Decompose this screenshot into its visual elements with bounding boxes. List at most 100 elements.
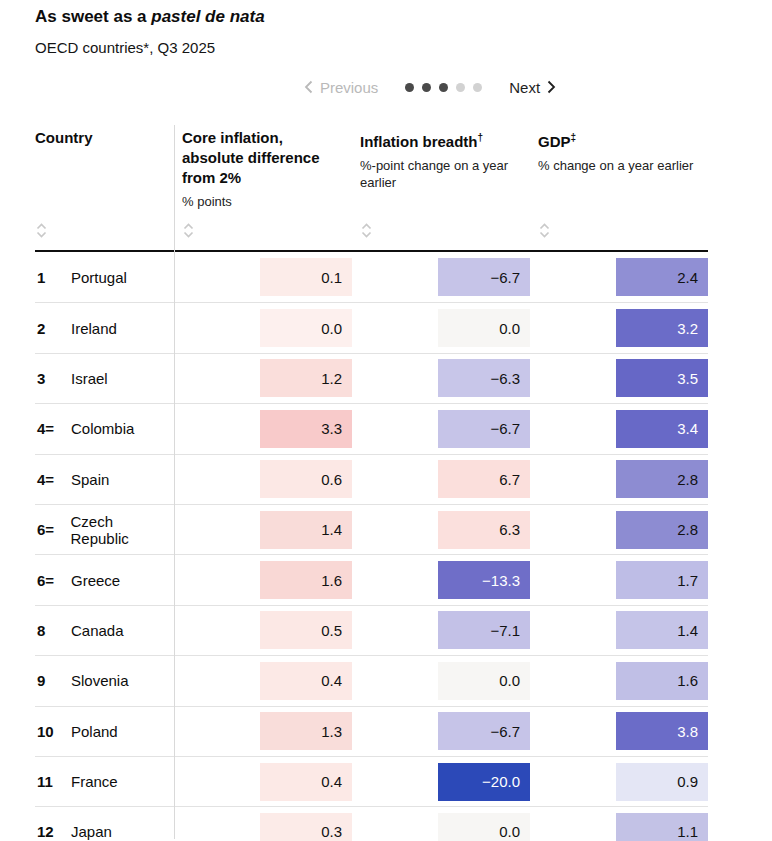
column-label: Core inflation, absolute difference from… (182, 128, 342, 188)
cell-core: 0.6 (260, 460, 352, 498)
next-button[interactable]: Next (509, 79, 556, 96)
row-rank: 11 (35, 773, 71, 790)
column-header-gdp: GDP‡ % change on a year earlier (530, 118, 708, 210)
table-row: 8 Canada 0.5 −7.1 1.4 (35, 605, 708, 655)
cell-core: 0.4 (260, 662, 352, 700)
sort-icon-gdp[interactable] (538, 221, 551, 240)
row-rank: 6= (35, 572, 71, 589)
pagination-dot[interactable] (422, 83, 431, 92)
table-row: 1 Portugal 0.1 −6.7 2.4 (35, 252, 708, 302)
cell-gdp: 1.4 (616, 611, 708, 649)
country-cell: 6= Greece (35, 572, 174, 589)
table-row: 3 Israel 1.2 −6.3 3.5 (35, 353, 708, 403)
table-row: 11 France 0.4 −20.0 0.9 (35, 756, 708, 806)
row-country: Greece (71, 572, 120, 589)
country-cell: 11 France (35, 773, 174, 790)
cell-core: 0.3 (260, 813, 352, 841)
row-rank: 8 (35, 622, 71, 639)
country-cell: 9 Slovenia (35, 672, 174, 689)
cell-breadth: 0.0 (438, 662, 530, 700)
column-label: Inflation breadth† (360, 128, 520, 152)
cell-breadth: −6.7 (438, 258, 530, 296)
table-body: 1 Portugal 0.1 −6.7 2.4 2 Ireland 0.0 0.… (35, 252, 708, 841)
cell-core: 0.5 (260, 611, 352, 649)
cell-core: 3.3 (260, 410, 352, 448)
country-cell: 4= Spain (35, 471, 174, 488)
row-rank: 1 (35, 269, 71, 286)
country-cell: 8 Canada (35, 622, 174, 639)
column-header-inflation-breadth: Inflation breadth† %-point change on a y… (352, 118, 530, 210)
row-rank: 10 (35, 723, 71, 740)
table-row: 4= Colombia 3.3 −6.7 3.4 (35, 403, 708, 453)
row-country: Canada (71, 622, 124, 639)
table-header: Country Core inflation, absolute differe… (35, 118, 708, 252)
column-sublabel: %-point change on a year earlier (360, 157, 520, 191)
page-title: As sweet as a pastel de nata (35, 6, 737, 28)
country-cell: 10 Poland (35, 723, 174, 740)
double-dagger-footnote-mark: ‡ (571, 132, 577, 143)
cell-core: 1.2 (260, 359, 352, 397)
cell-core: 0.0 (260, 309, 352, 347)
sort-icon-inflation-breadth[interactable] (360, 221, 373, 240)
row-country: Slovenia (71, 672, 129, 689)
column-header-core-inflation: Core inflation, absolute difference from… (174, 118, 352, 210)
country-cell: 1 Portugal (35, 269, 174, 286)
row-rank: 4= (35, 420, 71, 437)
previous-button[interactable]: Previous (304, 79, 378, 96)
row-rank: 3 (35, 370, 71, 387)
column-sublabel: % change on a year earlier (538, 157, 698, 174)
row-rank: 6= (35, 521, 71, 538)
row-rank: 9 (35, 672, 71, 689)
cell-gdp: 2.8 (616, 460, 708, 498)
pagination: Previous Next (44, 76, 772, 98)
cell-core: 1.3 (260, 712, 352, 750)
pagination-dots (405, 83, 482, 92)
pagination-dot[interactable] (439, 83, 448, 92)
row-country: Ireland (71, 320, 117, 337)
sort-icon-core-inflation[interactable] (182, 221, 195, 240)
column-label: GDP‡ (538, 128, 698, 152)
table-row: 6= Greece 1.6 −13.3 1.7 (35, 554, 708, 604)
cell-gdp: 3.2 (616, 309, 708, 347)
row-country: Spain (71, 471, 109, 488)
dagger-footnote-mark: † (478, 132, 484, 143)
sort-icon-country[interactable] (35, 221, 48, 240)
table-row: 2 Ireland 0.0 0.0 3.2 (35, 302, 708, 352)
table-row: 4= Spain 0.6 6.7 2.8 (35, 454, 708, 504)
country-cell: 12 Japan (35, 823, 174, 840)
country-cell: 4= Colombia (35, 420, 174, 437)
column-sublabel: % points (182, 193, 342, 210)
pagination-dot[interactable] (405, 83, 414, 92)
pagination-dot[interactable] (456, 83, 465, 92)
cell-gdp: 0.9 (616, 763, 708, 801)
cell-gdp: 1.7 (616, 561, 708, 599)
pagination-dot[interactable] (473, 83, 482, 92)
table-row: 6= Czech Republic 1.4 6.3 2.8 (35, 504, 708, 554)
cell-breadth: 0.0 (438, 309, 530, 347)
row-country: Japan (71, 823, 112, 840)
cell-gdp: 1.6 (616, 662, 708, 700)
row-rank: 2 (35, 320, 71, 337)
column-header-country: Country (35, 118, 174, 210)
chart-header: As sweet as a pastel de nata OECD countr… (0, 0, 772, 58)
chevron-right-icon (547, 80, 556, 94)
row-country: Colombia (71, 420, 134, 437)
cell-breadth: 6.7 (438, 460, 530, 498)
chevron-left-icon (304, 80, 313, 94)
cell-breadth: −13.3 (438, 561, 530, 599)
cell-breadth: −6.7 (438, 410, 530, 448)
row-country: Poland (71, 723, 118, 740)
table-row: 9 Slovenia 0.4 0.0 1.6 (35, 655, 708, 705)
data-table: Country Core inflation, absolute differe… (35, 118, 708, 841)
row-country: Portugal (71, 269, 127, 286)
row-country: France (71, 773, 118, 790)
cell-core: 1.4 (260, 511, 352, 549)
cell-gdp: 3.4 (616, 410, 708, 448)
cell-core: 1.6 (260, 561, 352, 599)
column-divider (174, 125, 175, 839)
cell-breadth: −7.1 (438, 611, 530, 649)
row-country: Israel (71, 370, 108, 387)
country-cell: 3 Israel (35, 370, 174, 387)
title-prefix: As sweet as a (35, 7, 151, 26)
country-cell: 2 Ireland (35, 320, 174, 337)
